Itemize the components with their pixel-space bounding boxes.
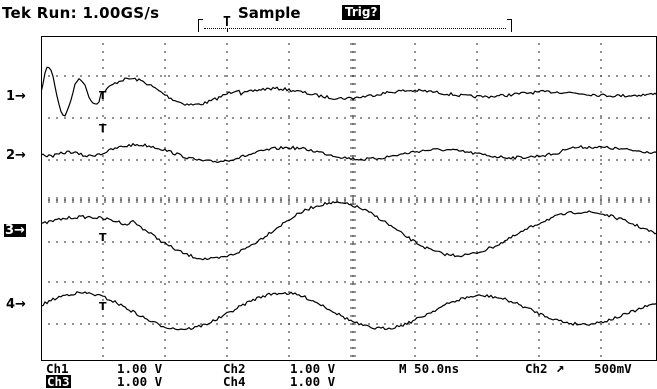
trigger-source: Ch2 bbox=[525, 361, 548, 376]
ch3-scale: 1.00 V bbox=[117, 374, 163, 389]
ch4-label: Ch4 bbox=[223, 374, 246, 389]
acquire-mode: Sample bbox=[238, 4, 301, 22]
ch1-label: Ch1 bbox=[46, 361, 69, 376]
rising-edge-icon: ↗ bbox=[556, 360, 565, 376]
acquisition-status: Tek Run: 1.00GS/s bbox=[2, 4, 160, 22]
trace-trigger-marker: T bbox=[99, 89, 107, 102]
waveform-display[interactable]: T T T T bbox=[41, 36, 657, 361]
bracket-left bbox=[198, 19, 203, 32]
channel-2-waveform bbox=[41, 142, 657, 164]
channel-4-waveform bbox=[41, 291, 657, 331]
timebase-readout: M 50.0ns bbox=[399, 361, 460, 376]
trigger-position-tick bbox=[227, 28, 228, 32]
ch1-scale: 1.00 V bbox=[117, 361, 163, 376]
trace-trigger-marker: T bbox=[99, 122, 107, 135]
trigger-status-badge: Trig? bbox=[342, 5, 381, 20]
ch4-scale: 1.00 V bbox=[290, 374, 336, 389]
ch3-label: Ch3 bbox=[46, 374, 71, 389]
channel-1-waveform bbox=[41, 66, 657, 117]
ch2-scale: 1.00 V bbox=[290, 361, 336, 376]
record-view-bracket: T bbox=[198, 15, 512, 33]
trace-trigger-marker: T bbox=[99, 231, 107, 244]
trace-trigger-marker: T bbox=[99, 300, 107, 313]
graticule-grid bbox=[41, 36, 657, 361]
trigger-level: 500mV bbox=[594, 361, 632, 376]
channel-4-marker[interactable]: 4→ bbox=[6, 297, 26, 312]
channel-readout-bar: Ch1 1.00 V Ch2 1.00 V M 50.0ns Ch2 ↗ 500… bbox=[0, 360, 657, 389]
channel-3-marker[interactable]: 3→ bbox=[4, 223, 26, 238]
graticule: T T T T bbox=[41, 36, 657, 361]
channel-1-marker[interactable]: 1→ bbox=[6, 89, 26, 104]
trigger-position-marker[interactable]: T bbox=[223, 15, 231, 30]
channel-3-waveform bbox=[41, 201, 657, 261]
channel-2-marker[interactable]: 2→ bbox=[6, 148, 26, 163]
status-bar: Tek Run: 1.00GS/s Sample Trig? T bbox=[0, 0, 657, 34]
bracket-right bbox=[507, 19, 512, 32]
bracket-dots bbox=[204, 28, 506, 29]
ch2-label: Ch2 bbox=[223, 361, 246, 376]
